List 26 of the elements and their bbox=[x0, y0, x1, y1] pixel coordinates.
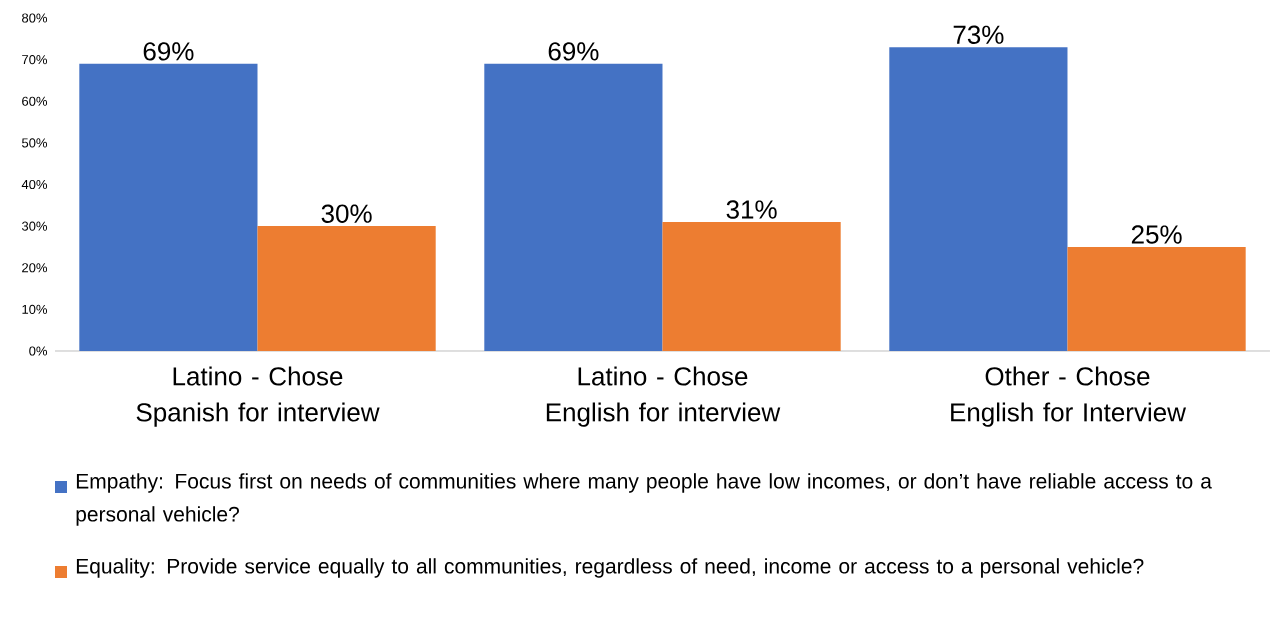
bar bbox=[484, 63, 663, 351]
data-label: 31% bbox=[726, 200, 777, 219]
data-label: 30% bbox=[321, 204, 372, 223]
data-label: 69% bbox=[143, 42, 194, 61]
bar bbox=[79, 63, 258, 351]
y-tick-label: 20% bbox=[22, 263, 48, 273]
x-tick-label: Other - Chose English for Interview bbox=[951, 366, 1186, 427]
bar bbox=[889, 47, 1068, 351]
bar bbox=[662, 221, 841, 351]
bar bbox=[1067, 246, 1246, 351]
x-tick-label: Latino - Chose Spanish for interview bbox=[136, 366, 380, 427]
y-tick-label: 70% bbox=[22, 55, 48, 65]
y-tick-label: 80% bbox=[22, 13, 48, 23]
y-tick-label: 10% bbox=[22, 304, 48, 314]
data-label: 25% bbox=[1131, 225, 1182, 244]
y-tick-label: 0% bbox=[29, 346, 48, 356]
bar bbox=[257, 226, 436, 351]
y-tick-label: 40% bbox=[21, 179, 48, 190]
legend-label: Empathy: Focus first on needs of communities where many people have low incomes, or don’t have reliable access to a personal vehicle? bbox=[76, 473, 1212, 526]
x-tick-label: Latino - Chose English for interview bbox=[546, 366, 781, 427]
y-tick-label: 60% bbox=[22, 96, 48, 106]
data-label: 73% bbox=[953, 25, 1004, 44]
y-tick-label: 30% bbox=[21, 221, 48, 231]
data-label: 69% bbox=[548, 42, 599, 61]
y-tick-label: 50% bbox=[21, 138, 48, 148]
legend-label: Equality: Provide service equally to all communities, regardless of need, income or access to a personal vehicle? bbox=[76, 558, 1144, 578]
